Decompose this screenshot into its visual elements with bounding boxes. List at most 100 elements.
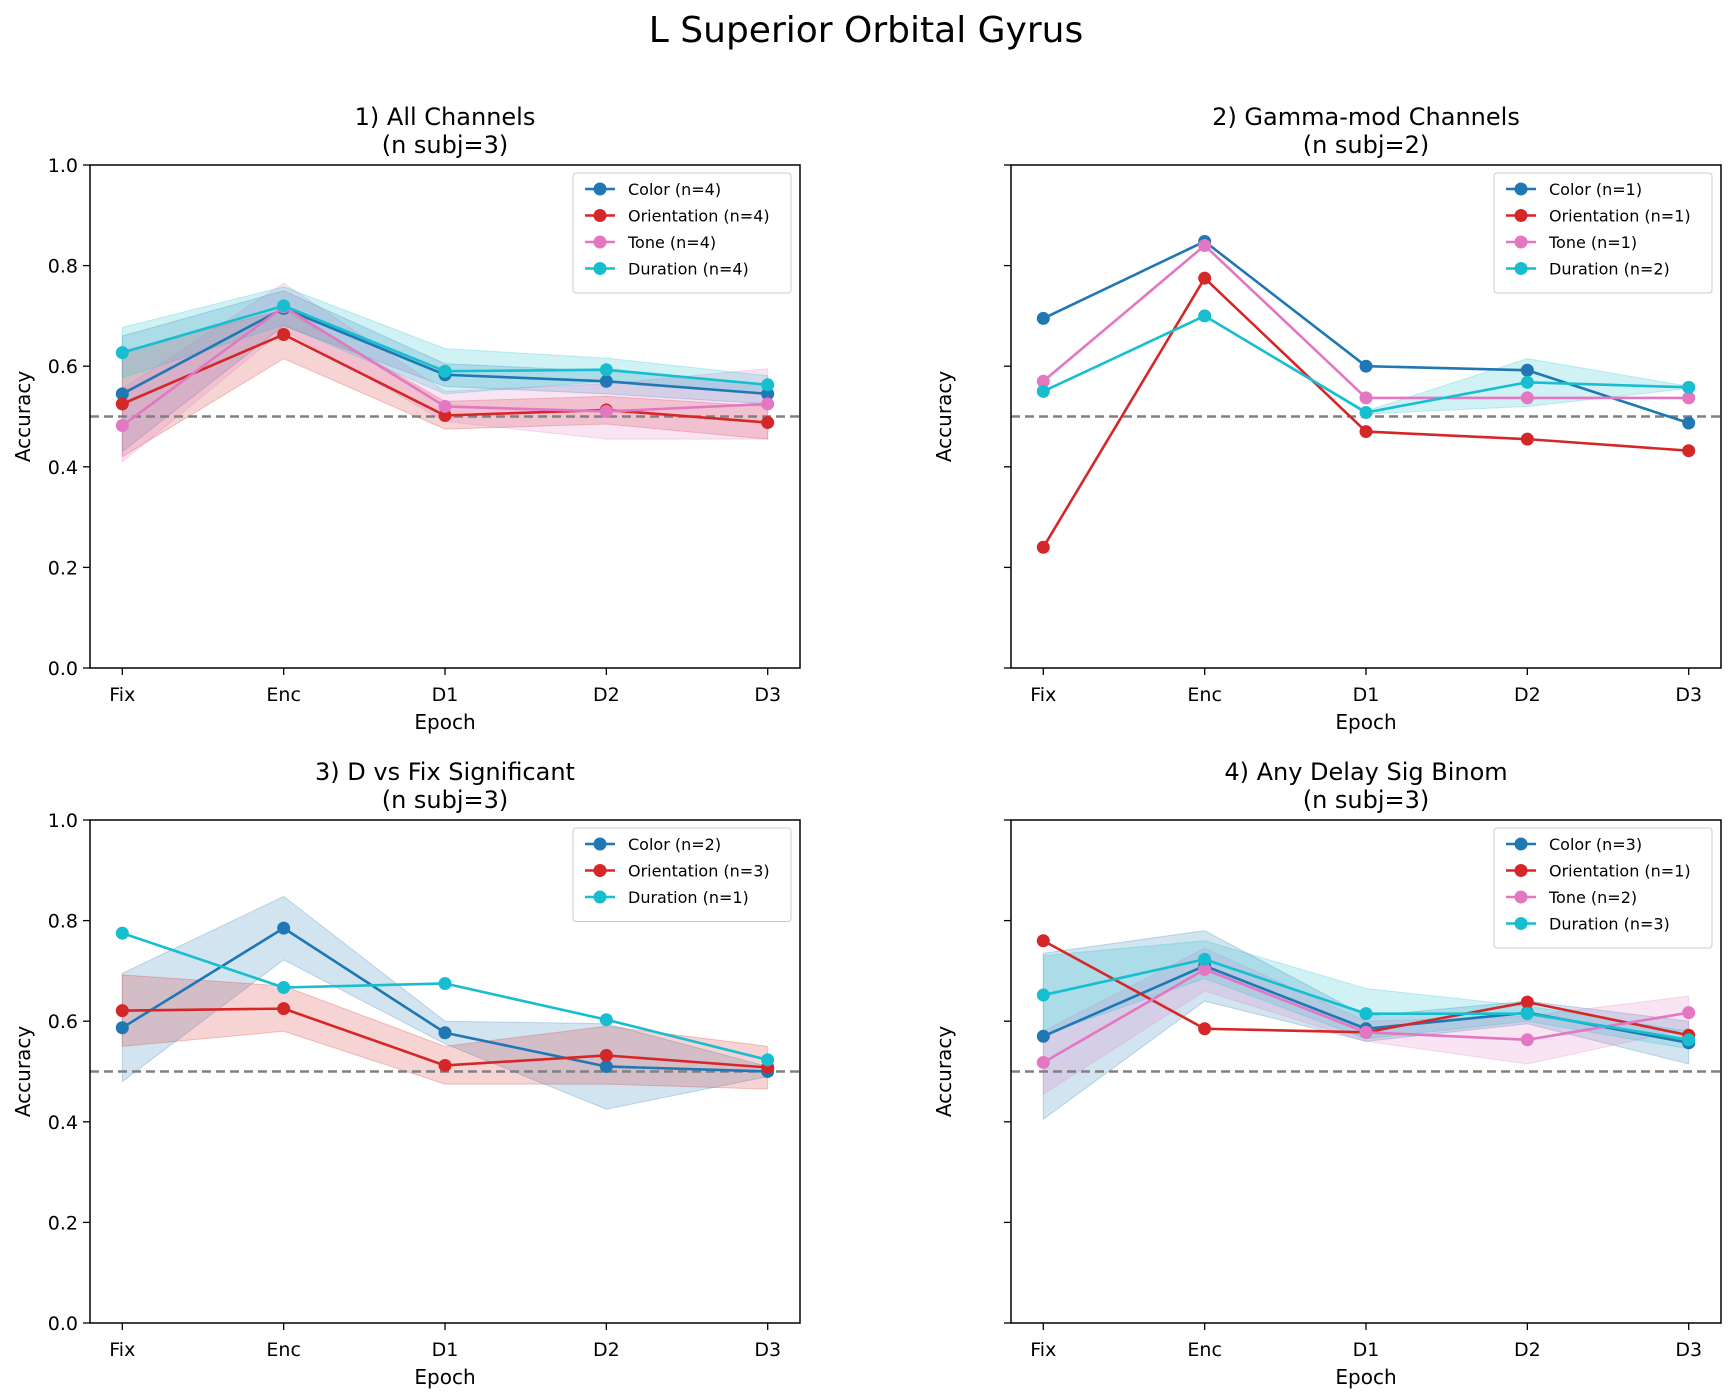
y-axis-label: Accuracy — [932, 1026, 956, 1117]
data-point-tone — [1520, 1033, 1534, 1047]
data-point-orientation — [599, 1048, 613, 1062]
y-tick-label: 0.8 — [48, 911, 78, 933]
data-point-duration — [1359, 1007, 1373, 1021]
data-point-orientation — [761, 416, 775, 430]
legend-label: Tone (n=4) — [627, 233, 716, 252]
y-tick-label: 1.0 — [48, 810, 78, 832]
y-tick-label: 0.8 — [48, 256, 78, 278]
data-point-tone — [438, 399, 452, 413]
error-band-orientation — [121, 309, 769, 458]
axes-frame — [89, 164, 801, 669]
data-point-orientation — [438, 408, 452, 422]
subplot-subtitle: (n subj=3) — [382, 131, 509, 159]
data-point-tone — [1682, 1006, 1696, 1020]
x-axis-label: Epoch — [1335, 710, 1396, 734]
legend-marker — [1514, 837, 1528, 851]
legend-label: Duration (n=3) — [1549, 915, 1670, 934]
data-point-orientation — [277, 328, 291, 342]
data-point-orientation — [1198, 1022, 1212, 1036]
data-point-color — [1520, 363, 1534, 377]
x-tick-label: D2 — [1514, 684, 1541, 706]
subplot-subtitle: (n subj=2) — [1303, 131, 1430, 159]
x-tick-label: D1 — [432, 684, 459, 706]
data-point-color — [1036, 311, 1050, 325]
x-tick-label: D3 — [1675, 684, 1702, 706]
data-point-tone — [1682, 391, 1696, 405]
data-point-orientation — [1036, 540, 1050, 554]
data-point-duration — [1682, 380, 1696, 394]
x-axis-label: Epoch — [414, 1365, 475, 1389]
x-axis-label: Epoch — [414, 710, 475, 734]
y-tick-label: 0.4 — [48, 1112, 78, 1134]
legend-label: Orientation (n=1) — [1549, 207, 1691, 226]
x-tick-label: D2 — [593, 1339, 620, 1361]
data-point-color — [115, 1021, 129, 1035]
data-point-orientation — [115, 1004, 129, 1018]
legend-label: Color (n=2) — [628, 835, 721, 854]
data-point-orientation — [1036, 934, 1050, 948]
data-point-tone — [1359, 391, 1373, 405]
data-point-color — [761, 387, 775, 401]
x-tick-label: D3 — [754, 1339, 781, 1361]
legend-label: Color (n=1) — [1549, 180, 1642, 199]
data-point-duration — [599, 363, 613, 377]
y-tick-label: 0.0 — [48, 1313, 78, 1335]
data-point-color — [599, 374, 613, 388]
data-point-orientation — [1682, 444, 1696, 458]
data-point-tone — [115, 419, 129, 433]
data-point-orientation — [115, 397, 129, 411]
legend: Color (n=2) Orientation (n=3) Duration (n=… — [572, 827, 792, 922]
legend-marker — [1514, 917, 1528, 930]
axes-frame — [89, 819, 801, 1324]
data-point-duration — [438, 364, 452, 378]
plot-area — [1011, 234, 1721, 554]
data-point-orientation — [1520, 432, 1534, 446]
subplot-title: 1) All Channels — [355, 103, 536, 131]
legend-marker — [593, 890, 607, 904]
legend-marker — [593, 182, 607, 196]
legend-marker — [1514, 182, 1528, 196]
data-point-duration — [1036, 384, 1050, 398]
legend-marker — [1514, 890, 1528, 904]
legend-box — [1493, 827, 1713, 949]
data-point-duration — [761, 1053, 775, 1067]
subplot-4: 4) Any Delay Sig Binom(n subj=3) Fix Enc D1… — [932, 758, 1722, 1389]
x-tick-label: D2 — [593, 684, 620, 706]
data-point-duration — [115, 926, 129, 940]
data-point-color — [438, 1026, 452, 1040]
data-point-duration — [1359, 405, 1373, 419]
x-tick-label: D1 — [1353, 684, 1380, 706]
data-point-orientation — [277, 1002, 291, 1016]
legend-label: Duration (n=4) — [628, 260, 749, 279]
data-point-tone — [1036, 374, 1050, 388]
legend-label: Duration (n=1) — [628, 888, 749, 907]
legend-marker — [593, 864, 607, 877]
y-axis-label: Accuracy — [932, 371, 956, 462]
legend-label: Orientation (n=1) — [1549, 862, 1691, 881]
legend-label: Tone (n=1) — [1548, 233, 1637, 252]
subplot-3: 3) D vs Fix Significant(n subj=3) 0.0 0.2 0… — [11, 758, 801, 1389]
data-point-duration — [115, 346, 129, 360]
y-tick-label: 0.2 — [48, 1212, 78, 1234]
data-point-color — [599, 1059, 613, 1073]
y-tick-label: 1.0 — [48, 155, 78, 177]
x-tick-label: D3 — [754, 684, 781, 706]
legend-marker — [1514, 262, 1528, 275]
y-tick-label: 0.0 — [48, 658, 78, 680]
legend-box — [572, 827, 792, 922]
x-tick-label: Fix — [109, 684, 135, 706]
y-axis-label: Accuracy — [11, 1026, 35, 1117]
y-tick-label: 0.6 — [48, 356, 78, 378]
x-tick-label: D2 — [1514, 1339, 1541, 1361]
data-point-duration — [1682, 1033, 1696, 1047]
axes-frame — [1010, 819, 1722, 1324]
data-point-orientation — [1198, 271, 1212, 285]
data-point-duration — [277, 980, 291, 994]
legend-label: Color (n=3) — [1549, 835, 1642, 854]
x-tick-label: Fix — [109, 1339, 135, 1361]
legend-label: Orientation (n=3) — [628, 862, 770, 881]
legend-box — [1493, 172, 1713, 294]
x-tick-label: Fix — [1030, 1339, 1056, 1361]
legend-label: Orientation (n=4) — [628, 207, 770, 226]
